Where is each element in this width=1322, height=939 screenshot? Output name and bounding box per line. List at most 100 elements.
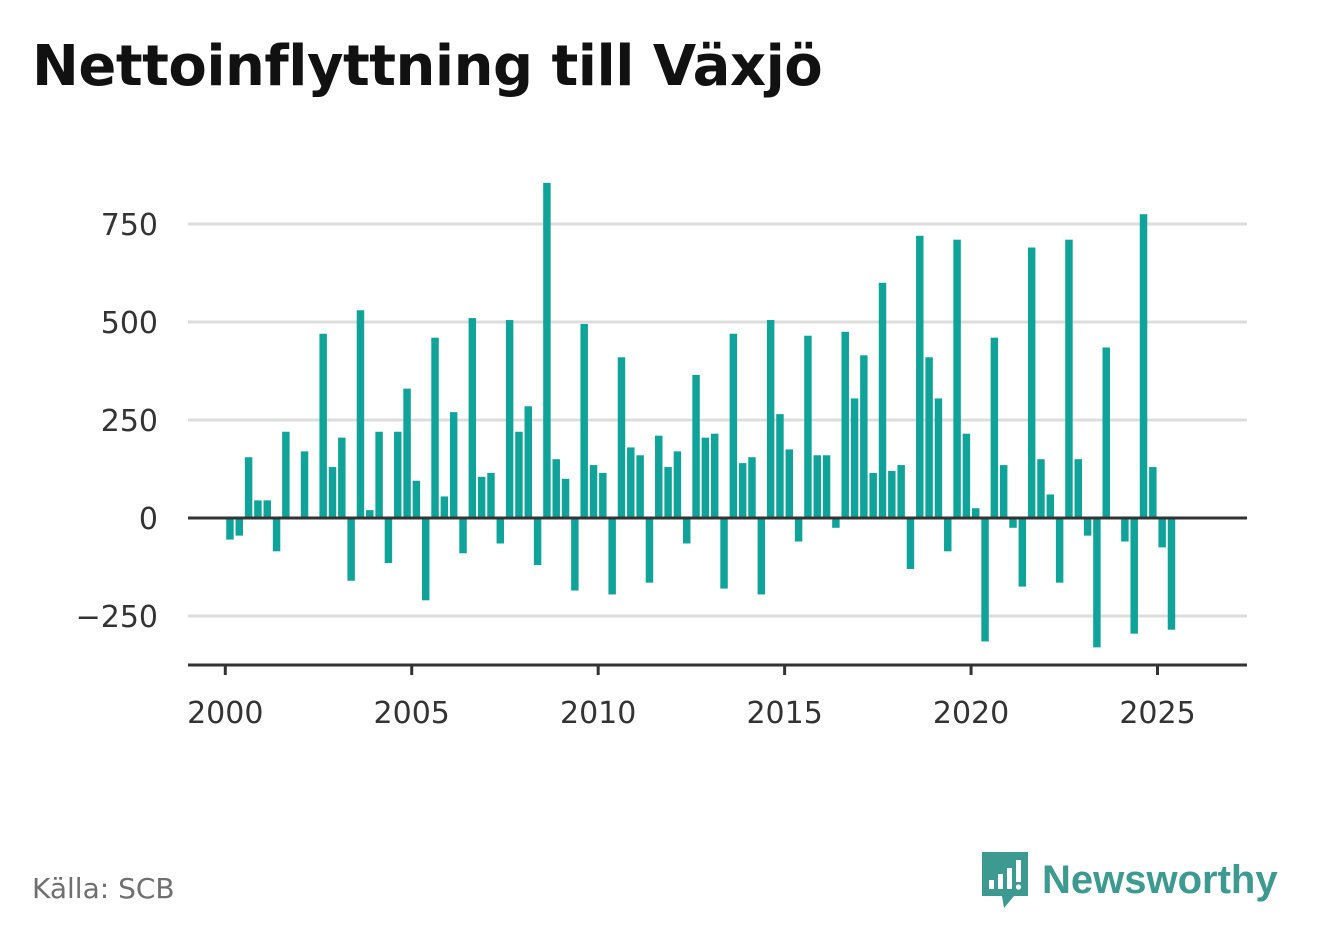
bar	[1046, 494, 1055, 518]
bar	[1055, 518, 1064, 583]
bar	[738, 463, 747, 518]
bar	[282, 431, 290, 518]
bar	[972, 508, 980, 518]
bar	[226, 518, 234, 540]
bar	[254, 500, 262, 518]
bar	[832, 518, 840, 528]
y-tick-label: 0	[139, 502, 158, 537]
bar	[449, 412, 458, 518]
bar	[990, 337, 999, 518]
bar	[710, 433, 719, 518]
bar	[897, 465, 905, 518]
bar	[459, 518, 467, 554]
bar	[1158, 518, 1166, 548]
bar	[338, 437, 346, 518]
bar	[263, 500, 271, 518]
bar	[505, 320, 514, 518]
bar	[1130, 518, 1138, 634]
bar	[356, 310, 365, 518]
bar	[543, 182, 551, 518]
bar	[701, 437, 710, 518]
bar	[431, 337, 439, 518]
x-tick-label: 2010	[560, 696, 636, 731]
y-tick-label: 750	[101, 208, 158, 243]
bar	[850, 398, 859, 518]
y-tick-label: 250	[101, 404, 158, 439]
bar	[766, 320, 775, 518]
bar	[813, 455, 821, 518]
x-tick-label: 2025	[1119, 696, 1195, 731]
x-axis-labels: 2000 2005 2010 2015 2020 2025	[187, 696, 1196, 731]
bar	[1037, 459, 1045, 518]
chart-title: Nettoinflyttning till Växjö	[32, 34, 823, 99]
bar	[1102, 347, 1110, 518]
bar	[487, 472, 495, 518]
bar	[468, 318, 477, 518]
bar	[776, 414, 784, 518]
bar	[673, 451, 682, 518]
bar	[366, 510, 374, 518]
bar	[1027, 247, 1036, 518]
brand-name: Newsworthy	[1042, 857, 1278, 902]
bar	[1083, 518, 1092, 536]
bar	[720, 518, 728, 589]
bar	[729, 333, 738, 518]
bar	[962, 433, 971, 518]
bar	[981, 518, 989, 642]
bar	[1093, 518, 1101, 648]
x-tick-label: 2000	[187, 696, 263, 731]
bar	[1009, 518, 1017, 528]
bar	[599, 472, 607, 518]
bar	[794, 518, 803, 542]
bar	[524, 406, 532, 518]
bar	[888, 470, 896, 518]
x-tick-label: 2005	[374, 696, 450, 731]
gridlines	[188, 222, 1247, 618]
y-axis-labels: 750 500 250 0 −250	[76, 208, 158, 635]
bar	[860, 355, 868, 518]
bar	[552, 459, 560, 518]
bar	[627, 447, 635, 518]
bar	[944, 518, 952, 552]
bar	[515, 431, 523, 518]
bar	[571, 518, 579, 591]
bar	[664, 467, 672, 518]
bar	[617, 357, 626, 518]
bar	[375, 431, 383, 518]
bar	[403, 388, 411, 518]
bar	[1065, 239, 1073, 518]
newsworthy-logo-icon	[982, 852, 1028, 908]
x-tick-label: 2015	[746, 696, 822, 731]
bar	[440, 496, 449, 518]
bar	[1018, 518, 1027, 587]
bar	[645, 518, 654, 583]
bar	[785, 449, 794, 518]
bar	[496, 518, 505, 544]
bar	[347, 518, 355, 581]
bar	[244, 457, 253, 518]
bar	[655, 435, 663, 518]
x-tick-label: 2020	[933, 696, 1009, 731]
bar	[925, 357, 933, 518]
bar	[822, 455, 831, 518]
bar	[1121, 518, 1129, 542]
bar	[999, 465, 1008, 518]
bar	[878, 282, 887, 518]
bar	[869, 472, 877, 518]
bar	[636, 455, 644, 518]
y-tick-label: 500	[101, 306, 158, 341]
bar	[384, 518, 393, 564]
bar	[421, 518, 430, 601]
bar	[916, 235, 924, 518]
bar	[477, 476, 486, 518]
bar	[272, 518, 281, 552]
bar	[804, 335, 812, 518]
bar	[1139, 214, 1148, 518]
brand-logo[interactable]: Newsworthy	[980, 850, 1278, 910]
bar	[934, 398, 943, 518]
bar	[1167, 518, 1176, 630]
bar	[394, 431, 402, 518]
bar	[235, 518, 243, 536]
bar-series	[226, 182, 1176, 648]
